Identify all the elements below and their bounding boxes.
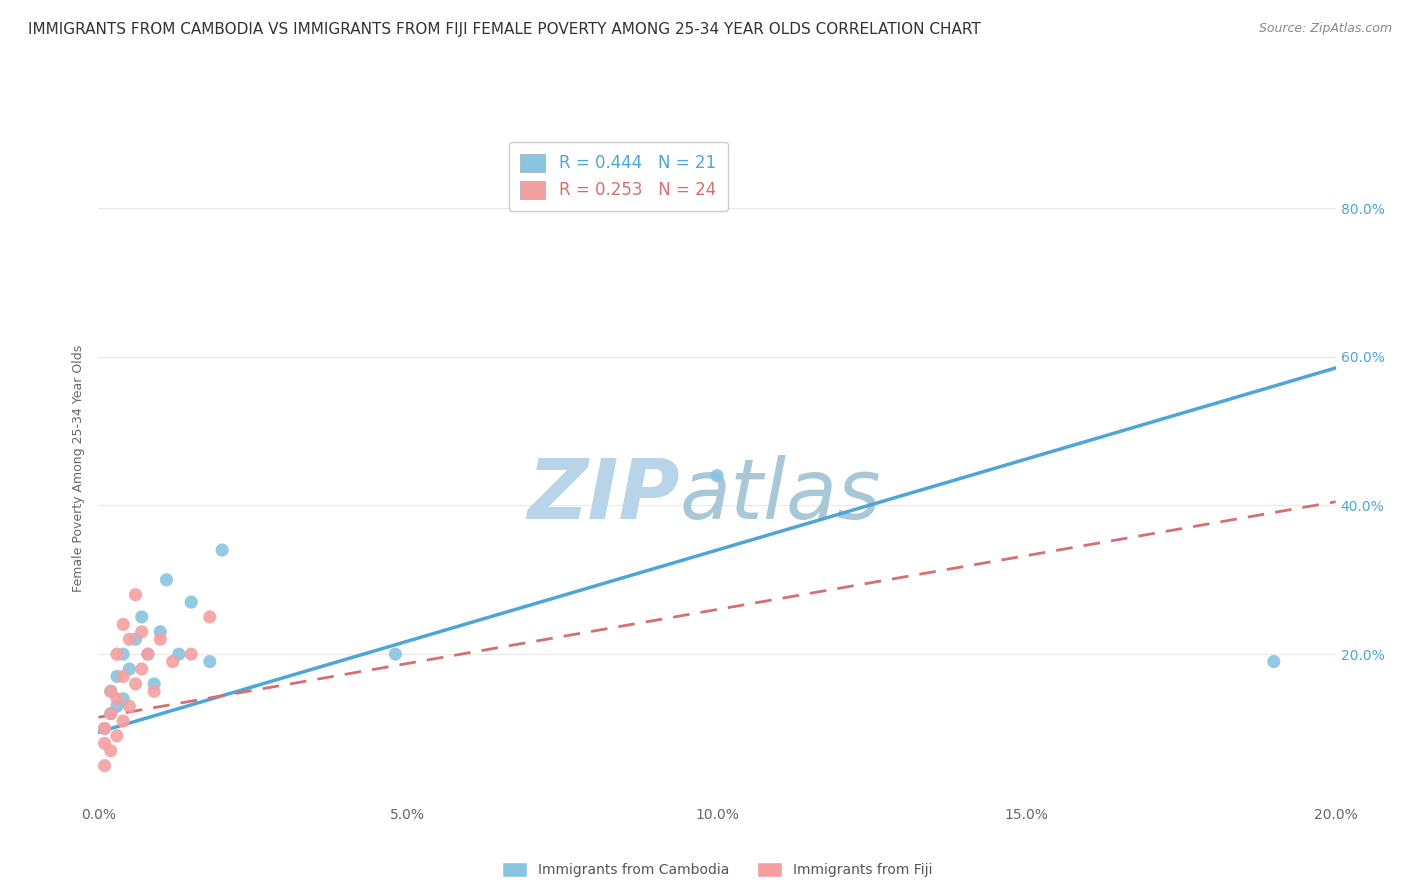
Immigrants from Cambodia — [155, 573, 177, 587]
Immigrants from Fiji — [105, 691, 128, 706]
Immigrants from Fiji — [118, 632, 141, 647]
Immigrants from Fiji — [112, 669, 135, 683]
Immigrants from Cambodia — [149, 624, 172, 639]
Y-axis label: Female Poverty Among 25-34 Year Olds: Female Poverty Among 25-34 Year Olds — [72, 344, 86, 592]
Immigrants from Cambodia — [93, 722, 115, 736]
Immigrants from Cambodia — [211, 543, 233, 558]
Immigrants from Fiji — [118, 699, 141, 714]
Immigrants from Fiji — [136, 647, 159, 661]
Text: atlas: atlas — [681, 455, 882, 535]
Immigrants from Fiji — [105, 647, 128, 661]
Immigrants from Cambodia — [167, 647, 190, 661]
Text: IMMIGRANTS FROM CAMBODIA VS IMMIGRANTS FROM FIJI FEMALE POVERTY AMONG 25-34 YEAR: IMMIGRANTS FROM CAMBODIA VS IMMIGRANTS F… — [28, 22, 981, 37]
Immigrants from Fiji — [131, 624, 153, 639]
Immigrants from Fiji — [112, 714, 135, 728]
Immigrants from Cambodia — [198, 655, 221, 669]
Immigrants from Cambodia — [131, 610, 153, 624]
Immigrants from Cambodia — [105, 669, 128, 683]
Immigrants from Fiji — [100, 744, 122, 758]
Immigrants from Fiji — [131, 662, 153, 676]
Text: Source: ZipAtlas.com: Source: ZipAtlas.com — [1258, 22, 1392, 36]
Immigrants from Fiji — [93, 736, 115, 750]
Immigrants from Cambodia — [1263, 655, 1285, 669]
Immigrants from Fiji — [162, 655, 184, 669]
Immigrants from Cambodia — [384, 647, 406, 661]
Immigrants from Cambodia — [112, 647, 135, 661]
Text: ZIP: ZIP — [527, 455, 681, 535]
Immigrants from Cambodia — [118, 662, 141, 676]
Immigrants from Fiji — [124, 677, 146, 691]
Immigrants from Fiji — [124, 588, 146, 602]
Legend: Immigrants from Cambodia, Immigrants from Fiji: Immigrants from Cambodia, Immigrants fro… — [496, 857, 938, 883]
Immigrants from Fiji — [93, 722, 115, 736]
Immigrants from Cambodia — [136, 647, 159, 661]
Immigrants from Fiji — [149, 632, 172, 647]
Immigrants from Cambodia — [105, 699, 128, 714]
Immigrants from Fiji — [143, 684, 166, 698]
Immigrants from Fiji — [93, 758, 115, 772]
Immigrants from Cambodia — [100, 684, 122, 698]
Immigrants from Fiji — [180, 647, 202, 661]
Immigrants from Fiji — [100, 706, 122, 721]
Immigrants from Cambodia — [100, 706, 122, 721]
Immigrants from Fiji — [105, 729, 128, 743]
Immigrants from Cambodia — [124, 632, 146, 647]
Immigrants from Fiji — [100, 684, 122, 698]
Immigrants from Fiji — [198, 610, 221, 624]
Immigrants from Cambodia — [112, 691, 135, 706]
Immigrants from Cambodia — [706, 468, 728, 483]
Immigrants from Fiji — [112, 617, 135, 632]
Immigrants from Cambodia — [143, 677, 166, 691]
Immigrants from Cambodia — [180, 595, 202, 609]
